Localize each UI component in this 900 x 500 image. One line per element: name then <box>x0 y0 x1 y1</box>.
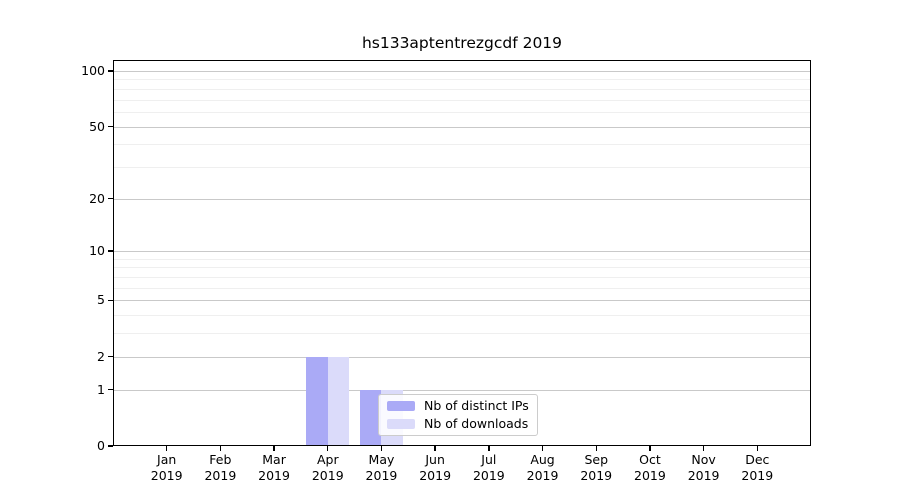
y-tick-mark <box>108 125 113 128</box>
gridline-major <box>113 300 811 302</box>
gridline-minor <box>113 111 811 113</box>
x-tick-label-year: 2019 <box>580 468 613 483</box>
x-tick-label-year: 2019 <box>526 468 559 483</box>
gridline-minor <box>113 287 811 289</box>
chart-title: hs133aptentrezgcdf 2019 <box>361 34 563 52</box>
y-tick-label: 5 <box>97 292 105 308</box>
gridline-major <box>113 251 811 253</box>
x-tick-label-year: 2019 <box>311 468 344 483</box>
x-tick-label-year: 2019 <box>419 468 452 483</box>
gridline-major <box>113 198 811 200</box>
x-tick-mark <box>702 446 705 451</box>
y-tick-mark <box>108 197 113 200</box>
gridline-minor <box>113 277 811 279</box>
x-tick-label: Sep 2019 <box>566 452 626 484</box>
gridline-minor <box>113 99 811 101</box>
y-tick-label: 100 <box>81 63 105 78</box>
legend-swatch-downloads <box>387 419 415 429</box>
x-tick-label: Apr 2019 <box>298 452 358 484</box>
gridline-major <box>113 71 811 72</box>
legend: Nb of distinct IPs Nb of downloads <box>378 394 538 436</box>
bar-distinct-ips-may <box>359 389 382 446</box>
gridline-major <box>113 389 811 391</box>
bar-downloads-apr <box>327 356 350 446</box>
x-tick-label: Aug 2019 <box>513 452 573 484</box>
x-tick-label-year: 2019 <box>365 468 398 483</box>
gridline-minor <box>113 166 811 168</box>
gridline-minor <box>113 79 811 81</box>
x-tick-label-year: 2019 <box>741 468 774 483</box>
x-tick-mark <box>219 446 222 451</box>
plot-border <box>113 60 811 446</box>
y-tick-label: 1 <box>97 381 105 397</box>
x-tick-mark <box>434 446 436 451</box>
x-tick-mark <box>165 446 168 451</box>
legend-item-downloads: Nb of downloads <box>387 417 529 431</box>
x-tick-label: Jan 2019 <box>137 452 197 484</box>
y-tick-label: 50 <box>89 118 105 134</box>
y-tick-mark <box>108 70 113 72</box>
x-tick-mark <box>649 446 651 451</box>
bar-distinct-ips-apr <box>306 356 328 446</box>
x-tick-label-year: 2019 <box>150 468 183 483</box>
y-tick-mark <box>108 356 113 358</box>
x-tick-label: Oct 2019 <box>620 452 680 484</box>
x-tick-label: Jul 2019 <box>459 452 519 484</box>
legend-label-distinct-ips: Nb of distinct IPs <box>424 398 529 413</box>
y-tick-mark <box>108 388 113 391</box>
x-tick-label: Mar 2019 <box>244 452 304 484</box>
x-tick-mark <box>273 446 275 451</box>
x-tick-mark <box>380 446 383 451</box>
gridline-minor <box>113 258 811 260</box>
x-tick-label-year: 2019 <box>258 468 290 483</box>
y-tick-label: 0 <box>97 438 105 453</box>
gridline-minor <box>113 315 811 317</box>
gridline-major <box>113 356 811 358</box>
y-tick-label: 20 <box>89 190 105 206</box>
y-tick-mark <box>108 250 113 252</box>
legend-item-distinct-ips: Nb of distinct IPs <box>387 399 529 413</box>
x-tick-label: Jun 2019 <box>405 452 465 484</box>
gridline-minor <box>113 267 811 269</box>
gridline-minor <box>113 88 811 90</box>
y-tick-label: 10 <box>89 243 105 259</box>
x-tick-label-year: 2019 <box>204 468 237 483</box>
legend-swatch-distinct-ips <box>387 401 415 411</box>
x-tick-mark <box>595 446 597 451</box>
gridline-minor <box>113 333 811 335</box>
gridline-minor <box>113 144 811 146</box>
legend-label-downloads: Nb of downloads <box>424 416 529 431</box>
y-tick-mark <box>108 445 113 447</box>
x-tick-label-year: 2019 <box>687 468 720 483</box>
x-tick-label-year: 2019 <box>634 468 666 483</box>
x-tick-mark <box>488 446 490 451</box>
x-tick-mark <box>327 446 329 451</box>
x-tick-mark <box>541 446 544 451</box>
x-tick-label: Dec 2019 <box>727 452 787 484</box>
x-tick-label: Feb 2019 <box>190 452 250 484</box>
gridline-major <box>113 126 811 128</box>
y-tick-label: 2 <box>97 348 105 364</box>
y-tick-mark <box>108 299 113 302</box>
x-tick-label-year: 2019 <box>472 468 505 483</box>
x-tick-label: May 2019 <box>351 452 411 484</box>
x-tick-label: Nov 2019 <box>674 452 734 484</box>
x-tick-mark <box>756 446 758 451</box>
plot-area: Nb of distinct IPs Nb of downloads <box>113 60 811 446</box>
